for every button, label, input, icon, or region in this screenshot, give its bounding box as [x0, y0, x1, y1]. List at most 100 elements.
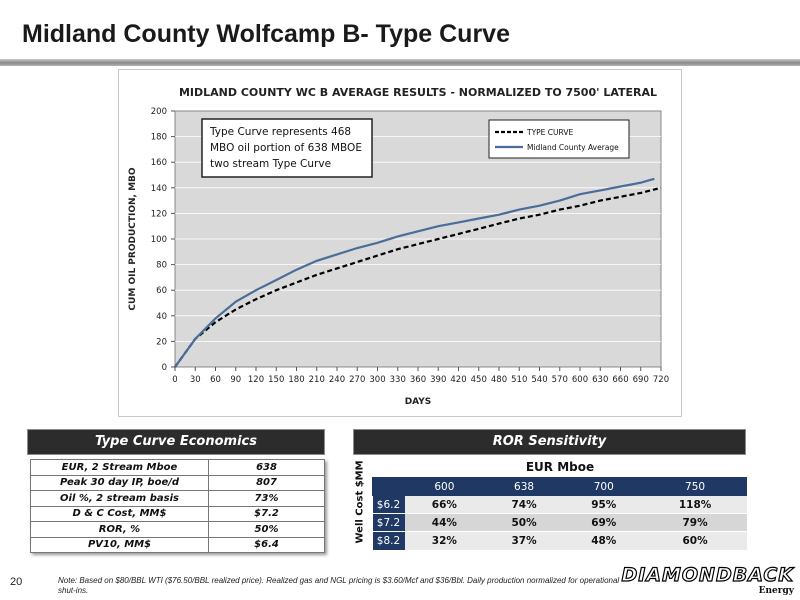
legend-box [488, 119, 630, 159]
ror-cell: 44% [404, 513, 485, 532]
title-divider [0, 59, 800, 66]
ror-cell: 50% [484, 513, 564, 532]
x-tick-label: 120 [248, 375, 264, 385]
economics-value: 73% [208, 490, 325, 507]
x-tick-label: 330 [390, 375, 406, 385]
y-tick-label: 40 [156, 312, 167, 322]
ror-corner-cell [372, 477, 405, 496]
x-tick-label: 30 [190, 375, 201, 385]
annotation-text: two stream Type Curve [210, 158, 331, 170]
legend-label: Midland County Average [527, 143, 619, 152]
x-tick-label: 150 [268, 375, 284, 385]
economics-row: Oil %, 2 stream basis 73% [30, 490, 325, 507]
economics-label: ROR, % [30, 521, 209, 538]
x-tick-label: 60 [210, 375, 221, 385]
x-tick-label: 180 [288, 375, 304, 385]
x-tick-label: 300 [369, 375, 385, 385]
legend-label: TYPE CURVE [526, 128, 573, 137]
x-tick-label: 630 [592, 375, 608, 385]
x-tick-label: 420 [450, 375, 466, 385]
economics-value: 807 [208, 474, 325, 491]
ror-row-header: $6.2 [372, 495, 405, 514]
ror-cell: 69% [563, 513, 644, 532]
x-tick-label: 210 [309, 375, 325, 385]
economics-value: $6.4 [208, 536, 325, 553]
economics-label: PV10, MM$ [30, 536, 209, 553]
economics-label: Peak 30 day IP, boe/d [30, 474, 209, 491]
economics-label: D & C Cost, MM$ [30, 505, 209, 522]
annotation-text: Type Curve represents 468 [209, 126, 351, 138]
y-tick-label: 60 [156, 286, 167, 296]
x-axis-label: DAYS [405, 397, 432, 407]
chart-frame: 0 20 40 60 80 100 120 140 160 180 200 0 30 60 90 120 150… [118, 69, 682, 417]
page-number: 20 [10, 576, 23, 588]
annotation-text: MBO oil portion of 638 MBOE [210, 142, 362, 154]
ror-row: $8.2 32% 37% 48% 60% [372, 531, 747, 550]
economics-row: PV10, MM$ $6.4 [30, 536, 325, 553]
economics-table: EUR, 2 Stream Mboe 638 Peak 30 day IP, boe… [30, 459, 325, 553]
ror-table: 600 638 700 750 $6.2 66% 74% 95% 118% $7.2 44% 50%… [372, 477, 747, 550]
y-tick-label: 100 [151, 235, 167, 245]
y-tick-label: 80 [156, 261, 167, 271]
ror-cell: 66% [404, 495, 485, 514]
x-tick-label: 90 [230, 375, 241, 385]
x-tick-label: 510 [511, 375, 527, 385]
ror-column-header: 700 [563, 477, 645, 496]
x-tick-label: 570 [552, 375, 568, 385]
x-tick-label: 270 [349, 375, 365, 385]
annotation-box [201, 118, 373, 178]
county-average-line [174, 177, 655, 368]
economics-header: Type Curve Economics [27, 429, 325, 455]
y-tick-label: 200 [151, 107, 167, 117]
ror-cell: 60% [643, 531, 747, 550]
x-tick-label: 480 [491, 375, 507, 385]
x-tick-label: 240 [329, 375, 345, 385]
economics-label: Oil %, 2 stream basis [30, 490, 209, 507]
economics-value: 50% [208, 521, 325, 538]
y-tick-label: 0 [162, 363, 167, 373]
economics-value: $7.2 [208, 505, 325, 522]
ror-cell: 79% [643, 513, 747, 532]
ror-row-header: $8.2 [372, 531, 405, 550]
y-tick-label: 120 [151, 209, 167, 219]
x-tick-label: 540 [531, 375, 547, 385]
economics-row: Peak 30 day IP, boe/d 807 [30, 474, 325, 491]
eur-axis-label: EUR Mboe [525, 460, 595, 474]
ror-cell: 74% [484, 495, 564, 514]
y-tick-label: 160 [151, 158, 167, 168]
economics-label: EUR, 2 Stream Mboe [30, 459, 209, 476]
economics-row: EUR, 2 Stream Mboe 638 [30, 459, 325, 476]
economics-row: ROR, % 50% [30, 521, 325, 538]
ror-cell: 95% [563, 495, 644, 514]
economics-value: 638 [208, 459, 325, 476]
x-tick-label: 360 [410, 375, 426, 385]
x-tick-label: 600 [572, 375, 588, 385]
economics-row: D & C Cost, MM$ $7.2 [30, 505, 325, 522]
logo-wordmark: DIAMONDBACK [621, 563, 794, 586]
well-cost-axis-label: Well Cost $MM [354, 460, 366, 544]
x-tick-label: 720 [653, 375, 669, 385]
diamondback-logo: DIAMONDBACK Energy [621, 563, 800, 600]
x-tick-label: 660 [612, 375, 628, 385]
cum-oil-chart: 0 20 40 60 80 100 120 140 160 180 200 0 30 60 90 120 150… [128, 86, 669, 407]
x-tick-label: 390 [430, 375, 446, 385]
type-curve-line [174, 186, 662, 368]
x-tick-label: 690 [633, 375, 649, 385]
slide-title: Midland County Wolfcamp B- Type Curve [22, 20, 510, 48]
chart-title: MIDLAND COUNTY WC B AVERAGE RESULTS - NO… [179, 86, 657, 99]
y-axis-label: CUM OIL PRODUCTION, MBO [128, 167, 138, 310]
ror-cell: 118% [643, 495, 747, 514]
ror-cell: 37% [484, 531, 564, 550]
ror-column-header: 638 [483, 477, 565, 496]
ror-cell: 32% [404, 531, 485, 550]
x-tick-label: 450 [471, 375, 487, 385]
y-tick-label: 20 [156, 337, 167, 347]
y-tick-label: 180 [151, 133, 167, 143]
ror-column-header: 750 [643, 477, 747, 496]
ror-cell: 48% [563, 531, 644, 550]
logo-subtitle: Energy [758, 586, 794, 596]
ror-row: $7.2 44% 50% 69% 79% [372, 513, 747, 532]
ror-row-header: $7.2 [372, 513, 405, 532]
ror-header: ROR Sensitivity [353, 429, 746, 455]
y-tick-label: 140 [151, 184, 167, 194]
